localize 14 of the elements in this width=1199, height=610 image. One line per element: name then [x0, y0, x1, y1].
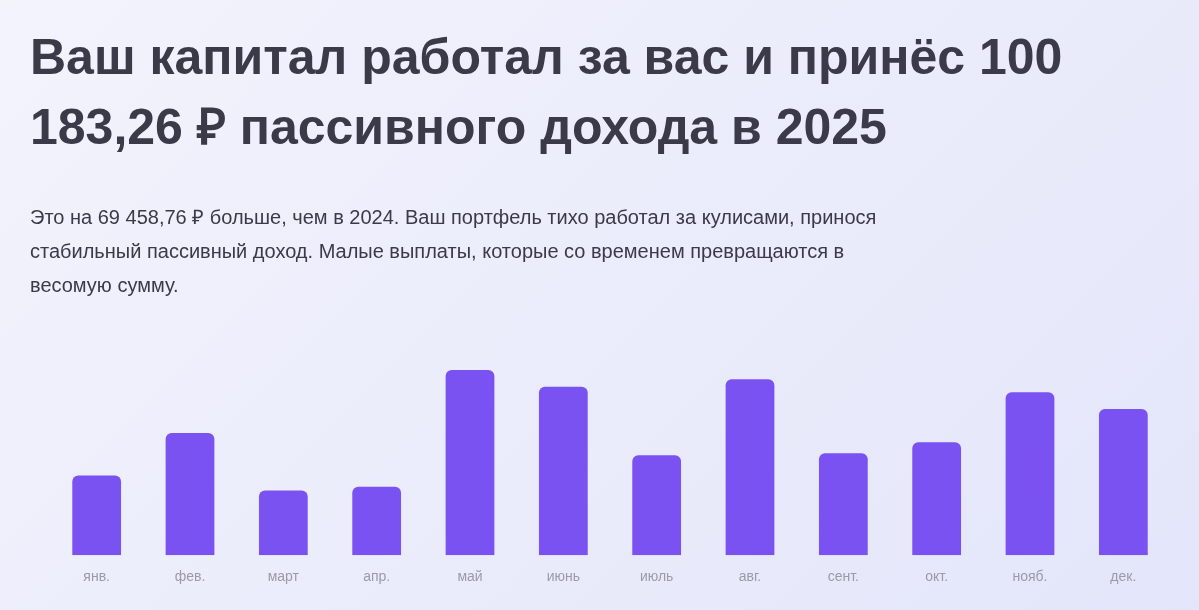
x-tick-label: июнь	[546, 568, 581, 585]
x-tick-label: фев.	[174, 568, 206, 585]
x-tick-label: авг.	[738, 568, 762, 585]
x-tick-label: апр.	[363, 568, 391, 585]
x-tick-label: янв.	[83, 568, 110, 585]
x-tick-label: май	[457, 568, 483, 585]
x-tick-label: окт.	[925, 568, 949, 585]
chart-subtitle: Это на 69 458,76 ₽ больше, чем в 2024. Ваш портфель тихо работал за кулисами, принося стабильный пассивный доход. Малые выплаты, которые со временем превращаются в весомую сумму.	[30, 205, 878, 298]
x-tick-label: нояб.	[1012, 568, 1048, 585]
x-tick-label: июль	[639, 568, 674, 585]
x-tick-label: март	[267, 568, 300, 585]
x-tick-label: сент.	[827, 568, 859, 585]
x-tick-label: дек.	[1110, 568, 1137, 585]
chart-title: Ваш капитал работал за вас и принёс 100 183,26 ₽ пассивного дохода в 2025	[30, 28, 1064, 157]
